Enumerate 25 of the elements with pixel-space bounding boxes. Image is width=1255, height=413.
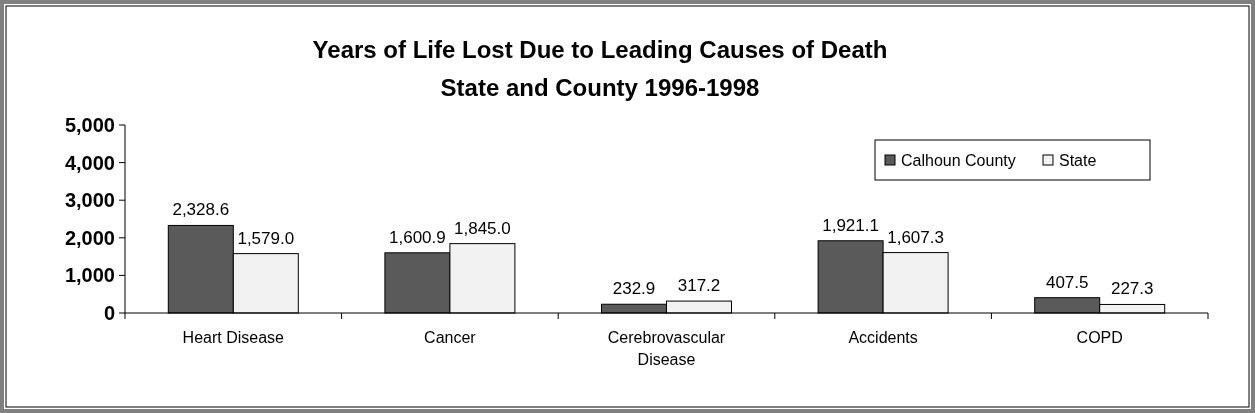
y-tick-label: 2,000: [64, 226, 115, 249]
data-label: 1,600.9: [389, 227, 446, 247]
x-tick-label: Cerebrovascular Disease: [607, 329, 726, 368]
x-tick-label: COPD: [1076, 329, 1123, 346]
y-tick-label: 5,000: [64, 114, 115, 136]
data-label: 1,607.3: [887, 227, 944, 247]
data-label: 1,921.1: [822, 215, 879, 235]
x-tick-label: Heart Disease: [182, 329, 285, 346]
legend-label: Calhoun County: [901, 152, 1016, 169]
data-label: 232.9: [612, 279, 656, 299]
legend-label: State: [1059, 152, 1097, 169]
chart-subtitle: State and County 1996-1998: [440, 74, 760, 101]
data-label: 317.2: [677, 276, 721, 296]
chart-title: Years of Life Lost Due to Leading Causes of Death: [312, 36, 888, 63]
y-tick-label: 0: [103, 302, 115, 324]
data-label: 407.5: [1045, 272, 1089, 292]
data-label: 2,328.6: [172, 200, 230, 220]
y-tick-label: 4,000: [64, 151, 115, 174]
data-label: 1,579.0: [237, 228, 295, 248]
y-tick-label: 3,000: [64, 189, 115, 212]
x-tick-label: Accidents: [848, 329, 918, 346]
y-tick-label: 1,000: [64, 264, 115, 287]
data-label: 227.3: [1110, 279, 1154, 299]
x-tick-label: Cancer: [424, 329, 477, 346]
data-label: 1,845.0: [454, 218, 511, 238]
